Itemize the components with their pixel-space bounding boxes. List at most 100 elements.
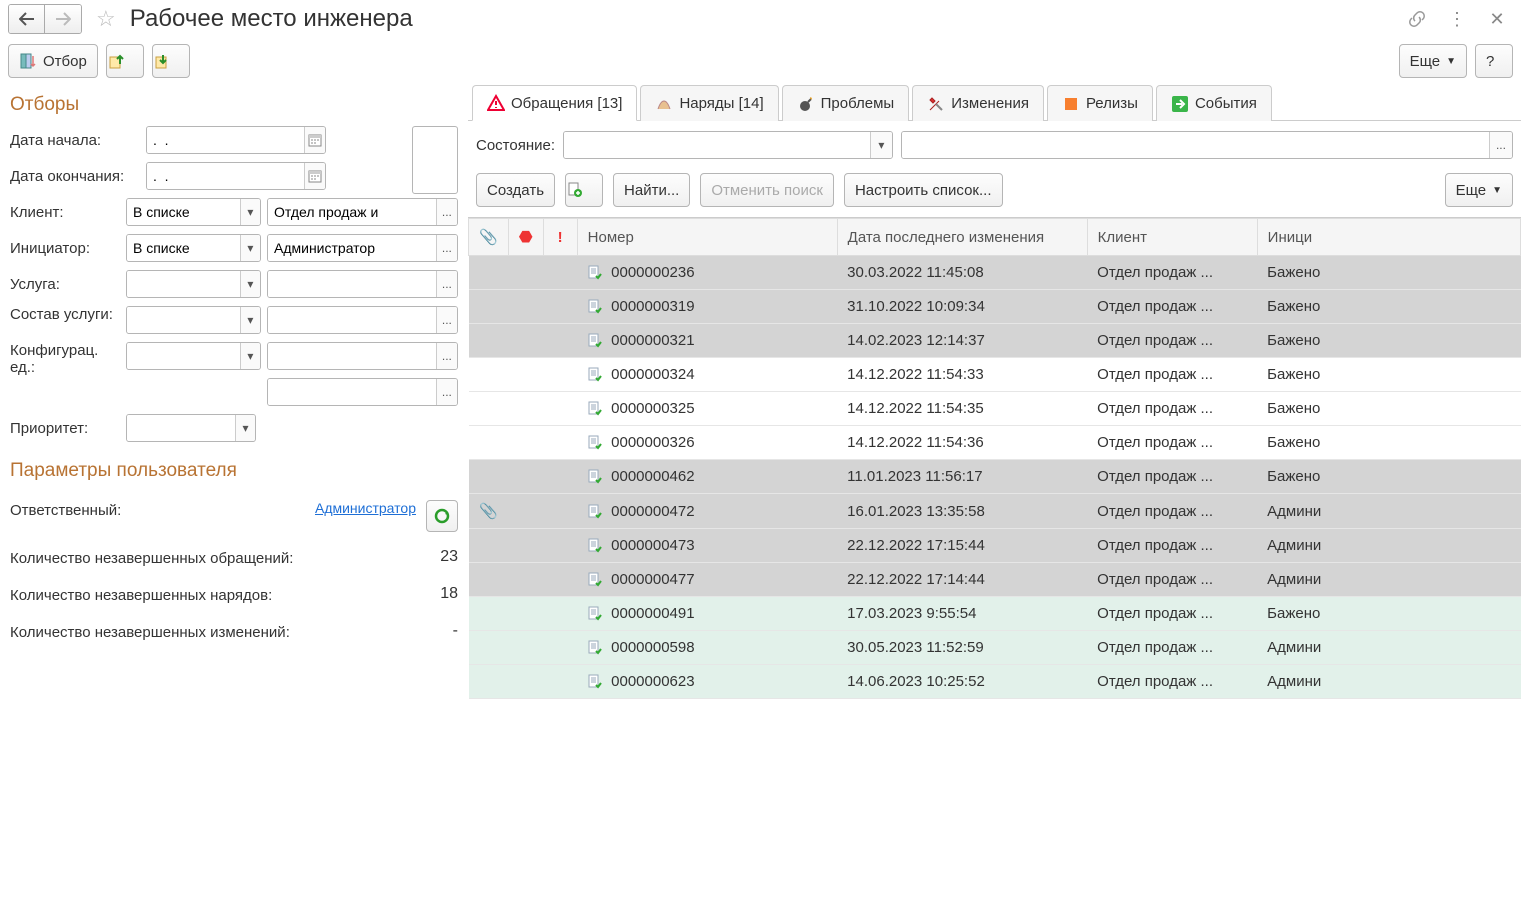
kebab-menu-icon[interactable]: ⋮: [1445, 7, 1469, 31]
find-button[interactable]: Найти...: [613, 173, 690, 207]
find-button-label: Найти...: [624, 182, 679, 199]
ellipsis-icon[interactable]: ...: [1489, 132, 1512, 158]
service-value-combo[interactable]: ...: [267, 270, 458, 298]
nav-back-button[interactable]: [9, 5, 45, 33]
link-icon[interactable]: [1405, 7, 1429, 31]
help-button[interactable]: ?: [1475, 44, 1513, 78]
favorite-star-icon[interactable]: ☆: [96, 6, 116, 32]
initiator-value-input[interactable]: [268, 235, 436, 261]
table-row[interactable]: 000000032514.12.2022 11:54:35Отдел прода…: [469, 392, 1521, 426]
cancel-search-button[interactable]: Отменить поиск: [700, 173, 834, 207]
ellipsis-icon[interactable]: ...: [436, 307, 457, 333]
action-row: Создать Найти... Отменить поиск Настроит…: [468, 169, 1521, 217]
col-header-client[interactable]: Клиент: [1087, 219, 1257, 256]
params-section-title: Параметры пользователя: [10, 460, 458, 482]
table-row[interactable]: 000000059830.05.2023 11:52:59Отдел прода…: [469, 631, 1521, 665]
calendar-icon[interactable]: [304, 127, 325, 153]
chevron-down-icon[interactable]: ▾: [240, 307, 260, 333]
table-more-button[interactable]: Еще ▼: [1445, 173, 1513, 207]
cell-priority: [543, 290, 577, 324]
col-header-priority[interactable]: !: [543, 219, 577, 256]
col-header-number[interactable]: Номер: [577, 219, 837, 256]
export-button[interactable]: [106, 44, 144, 78]
end-date-input[interactable]: [147, 163, 304, 189]
client-value-input[interactable]: [268, 199, 436, 225]
more-button[interactable]: Еще ▼: [1399, 44, 1467, 78]
ellipsis-icon[interactable]: ...: [436, 379, 457, 405]
table-row[interactable]: 000000032614.12.2022 11:54:36Отдел прода…: [469, 426, 1521, 460]
chevron-down-icon[interactable]: ▾: [240, 343, 260, 369]
service-value-input[interactable]: [268, 271, 436, 297]
col-header-date[interactable]: Дата последнего изменения: [837, 219, 1087, 256]
service-comp-value-combo[interactable]: ...: [267, 306, 458, 334]
responsible-link[interactable]: Администратор: [315, 500, 416, 532]
chevron-down-icon[interactable]: ▾: [870, 132, 892, 158]
ellipsis-icon[interactable]: ...: [436, 343, 457, 369]
priority-combo[interactable]: ▾: [126, 414, 256, 442]
date-range-toggle[interactable]: [412, 126, 458, 194]
table-row[interactable]: 000000023630.03.2022 11:45:08Отдел прода…: [469, 256, 1521, 290]
cell-priority: [543, 256, 577, 290]
refresh-button[interactable]: [426, 500, 458, 532]
start-date-input[interactable]: [147, 127, 304, 153]
open-tickets-label: Количество незавершенных обращений:: [10, 548, 408, 569]
table-row[interactable]: 000000047322.12.2022 17:15:44Отдел прода…: [469, 529, 1521, 563]
table-row[interactable]: 000000031931.10.2022 10:09:34Отдел прода…: [469, 290, 1521, 324]
table-row[interactable]: 000000062314.06.2023 10:25:52Отдел прода…: [469, 665, 1521, 699]
col-header-fire[interactable]: ⬣: [508, 219, 543, 256]
config-value-combo-1[interactable]: ...: [267, 342, 458, 370]
tab-orders[interactable]: Наряды [14]: [640, 85, 778, 121]
ellipsis-icon[interactable]: ...: [436, 235, 457, 261]
config-value-input-1[interactable]: [268, 343, 436, 369]
service-comp-mode-input[interactable]: [127, 307, 240, 333]
config-value-input-2[interactable]: [268, 379, 436, 405]
nav-forward-button[interactable]: [45, 5, 81, 33]
service-comp-value-input[interactable]: [268, 307, 436, 333]
table-row[interactable]: 000000032114.02.2023 12:14:37Отдел прода…: [469, 324, 1521, 358]
chevron-down-icon[interactable]: ▾: [240, 235, 260, 261]
col-header-clip[interactable]: 📎: [469, 219, 509, 256]
create-from-button[interactable]: [565, 173, 603, 207]
table-row[interactable]: 000000047722.12.2022 17:14:44Отдел прода…: [469, 563, 1521, 597]
service-mode-combo[interactable]: ▾: [126, 270, 261, 298]
table-row[interactable]: 000000032414.12.2022 11:54:33Отдел прода…: [469, 358, 1521, 392]
status-input-2[interactable]: [902, 132, 1489, 158]
ellipsis-icon[interactable]: ...: [436, 271, 457, 297]
tab-problems[interactable]: Проблемы: [782, 85, 910, 121]
status-combo[interactable]: ▾: [563, 131, 893, 159]
status-input[interactable]: [564, 132, 870, 158]
initiator-mode-combo[interactable]: ▾: [126, 234, 261, 262]
col-header-initiator[interactable]: Иници: [1257, 219, 1520, 256]
chevron-down-icon[interactable]: ▾: [235, 415, 255, 441]
service-mode-input[interactable]: [127, 271, 240, 297]
initiator-value-combo[interactable]: ...: [267, 234, 458, 262]
bomb-icon: [797, 95, 815, 113]
table-row[interactable]: 000000046211.01.2023 11:56:17Отдел прода…: [469, 460, 1521, 494]
configure-list-button[interactable]: Настроить список...: [844, 173, 1003, 207]
client-mode-input[interactable]: [127, 199, 240, 225]
client-mode-combo[interactable]: ▾: [126, 198, 261, 226]
chevron-down-icon[interactable]: ▾: [240, 271, 260, 297]
calendar-icon[interactable]: [304, 163, 325, 189]
tab-events[interactable]: События: [1156, 85, 1272, 121]
config-mode-combo[interactable]: ▾: [126, 342, 261, 370]
tab-changes[interactable]: Изменения: [912, 85, 1044, 121]
create-button[interactable]: Создать: [476, 173, 555, 207]
cell-fire: [508, 256, 543, 290]
ellipsis-icon[interactable]: ...: [436, 199, 457, 225]
import-button[interactable]: [152, 44, 190, 78]
service-comp-mode-combo[interactable]: ▾: [126, 306, 261, 334]
table-row[interactable]: 📎000000047216.01.2023 13:35:58Отдел прод…: [469, 494, 1521, 529]
config-value-combo-2[interactable]: ...: [267, 378, 458, 406]
initiator-mode-input[interactable]: [127, 235, 240, 261]
priority-input[interactable]: [127, 415, 235, 441]
tab-releases[interactable]: Релизы: [1047, 85, 1153, 121]
table-row[interactable]: 000000049117.03.2023 9:55:54Отдел продаж…: [469, 597, 1521, 631]
close-icon[interactable]: ✕: [1485, 7, 1509, 31]
tab-tickets[interactable]: Обращения [13]: [472, 85, 637, 121]
filter-button[interactable]: Отбор: [8, 44, 98, 78]
chevron-down-icon[interactable]: ▾: [240, 199, 260, 225]
client-value-combo[interactable]: ...: [267, 198, 458, 226]
config-mode-input[interactable]: [127, 343, 240, 369]
status-combo-2[interactable]: ...: [901, 131, 1513, 159]
